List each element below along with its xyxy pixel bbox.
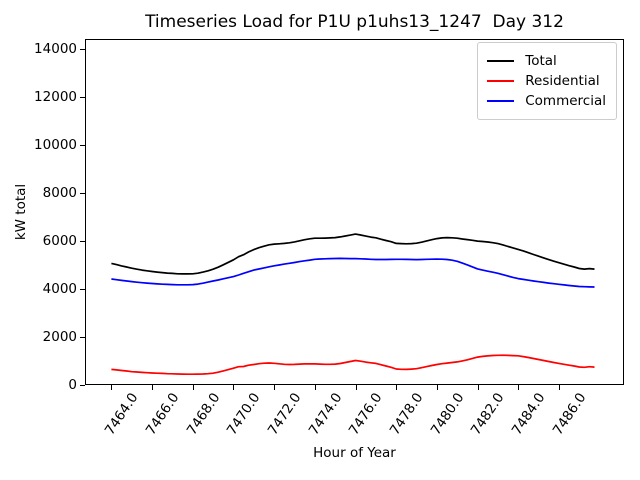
x-tick-label: 7466.0 bbox=[142, 390, 183, 439]
y-tick-mark bbox=[80, 385, 85, 386]
y-tick-label: 6000 bbox=[42, 232, 77, 249]
x-tick-mark bbox=[477, 385, 479, 390]
x-tick-label: 7478.0 bbox=[386, 390, 427, 439]
x-axis-label: Hour of Year bbox=[313, 445, 396, 461]
y-tick-label: 14000 bbox=[34, 40, 77, 57]
y-tick-mark bbox=[80, 144, 85, 146]
x-tick-label: 7486.0 bbox=[549, 390, 590, 439]
legend-label: Residential bbox=[525, 73, 600, 89]
legend-item-commercial: Commercial bbox=[487, 93, 606, 109]
legend-line-sample bbox=[487, 100, 515, 102]
legend-label: Total bbox=[525, 53, 557, 69]
y-tick-mark bbox=[80, 48, 85, 50]
x-tick-mark bbox=[233, 385, 235, 390]
legend-label: Commercial bbox=[525, 93, 606, 109]
y-tick-label: 4000 bbox=[42, 280, 77, 297]
x-tick-mark bbox=[314, 385, 316, 390]
chart-title: Timeseries Load for P1U p1uhs13_1247 Day… bbox=[145, 12, 564, 32]
legend-item-residential: Residential bbox=[487, 73, 606, 89]
y-tick-label: 10000 bbox=[34, 136, 77, 153]
legend-item-total: Total bbox=[487, 53, 606, 69]
x-tick-label: 7468.0 bbox=[183, 390, 224, 439]
x-tick-label: 7484.0 bbox=[508, 390, 549, 439]
x-tick-mark bbox=[436, 385, 438, 390]
x-tick-label: 7474.0 bbox=[305, 390, 346, 439]
legend-line-sample bbox=[487, 80, 515, 82]
y-tick-label: 0 bbox=[68, 377, 77, 393]
x-tick-label: 7470.0 bbox=[224, 390, 264, 439]
x-tick-label: 7476.0 bbox=[346, 390, 386, 439]
y-tick-mark bbox=[80, 240, 85, 242]
x-tick-label: 7482.0 bbox=[468, 390, 508, 439]
x-tick-mark bbox=[396, 385, 398, 390]
x-tick-label: 7464.0 bbox=[102, 390, 142, 439]
x-tick-mark bbox=[192, 385, 194, 390]
y-tick-mark bbox=[80, 192, 85, 194]
x-tick-label: 7480.0 bbox=[427, 390, 468, 439]
x-tick-mark bbox=[111, 385, 113, 390]
y-tick-label: 8000 bbox=[42, 184, 77, 201]
y-tick-label: 2000 bbox=[42, 328, 77, 345]
legend: Total Residential Commercial bbox=[477, 42, 617, 120]
x-tick-label: 7472.0 bbox=[264, 390, 305, 439]
x-tick-mark bbox=[274, 385, 276, 390]
y-tick-mark bbox=[80, 288, 85, 290]
x-tick-mark bbox=[152, 385, 154, 390]
x-tick-mark bbox=[558, 385, 560, 390]
legend-line-sample bbox=[487, 60, 515, 62]
y-tick-mark bbox=[80, 336, 85, 338]
x-tick-mark bbox=[355, 385, 357, 390]
y-tick-label: 12000 bbox=[34, 88, 77, 105]
y-tick-mark bbox=[80, 96, 85, 98]
x-tick-mark bbox=[518, 385, 520, 390]
